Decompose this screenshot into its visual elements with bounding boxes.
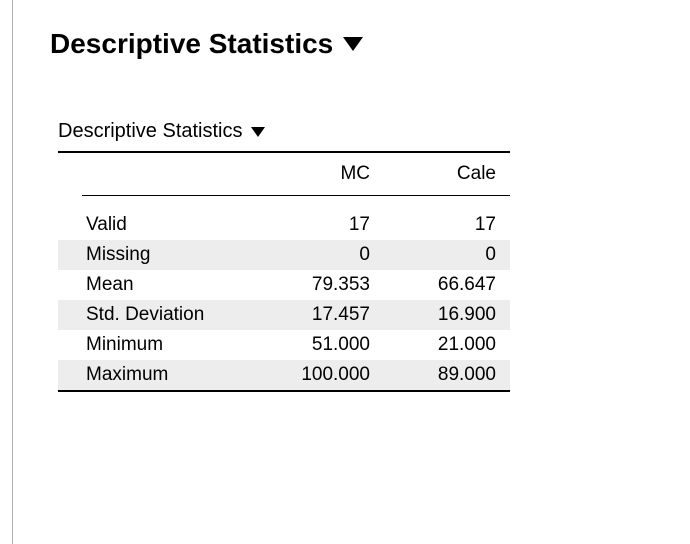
row-value-mc: 100.000 [258,360,384,390]
row-value-cale: 17 [384,210,510,240]
row-value-cale: 21.000 [384,330,510,360]
row-value-cale: 0 [384,240,510,270]
row-label: Minimum [58,330,258,360]
row-label: Missing [58,240,258,270]
row-value-cale: 66.647 [384,270,510,300]
row-label: Mean [58,270,258,300]
row-value-mc: 0 [258,240,384,270]
stats-table-wrap: MC Cale Valid1717Missing00Mean79.35366.6… [58,151,510,392]
chevron-down-icon [343,37,363,51]
header-underline [82,195,510,196]
header-cell-cale: Cale [384,153,510,195]
sub-section: Descriptive Statistics MC Cale Valid1717… [50,120,690,392]
row-value-mc: 51.000 [258,330,384,360]
row-value-cale: 89.000 [384,360,510,390]
row-label: Std. Deviation [58,300,258,330]
header-cell-blank [58,153,258,195]
row-value-mc: 17.457 [258,300,384,330]
row-value-mc: 79.353 [258,270,384,300]
header-cell-mc: MC [258,153,384,195]
table-row: Missing00 [58,240,510,270]
chevron-down-icon [251,127,265,137]
table-bottom-border [58,390,510,392]
stats-table-body: Valid1717Missing00Mean79.35366.647Std. D… [58,210,510,390]
left-rule [12,0,13,544]
table-row: Std. Deviation17.45716.900 [58,300,510,330]
main-title: Descriptive Statistics [50,28,333,60]
row-value-mc: 17 [258,210,384,240]
row-label: Maximum [58,360,258,390]
table-row: Valid1717 [58,210,510,240]
sub-title: Descriptive Statistics [58,120,243,143]
stats-table: MC Cale [58,153,510,195]
table-row: Mean79.35366.647 [58,270,510,300]
table-header-row: MC Cale [58,153,510,195]
content-area: Descriptive Statistics Descriptive Stati… [0,0,690,392]
row-value-cale: 16.900 [384,300,510,330]
sub-title-row[interactable]: Descriptive Statistics [58,120,690,143]
table-row: Maximum100.00089.000 [58,360,510,390]
row-label: Valid [58,210,258,240]
table-row: Minimum51.00021.000 [58,330,510,360]
main-title-row[interactable]: Descriptive Statistics [50,28,690,60]
